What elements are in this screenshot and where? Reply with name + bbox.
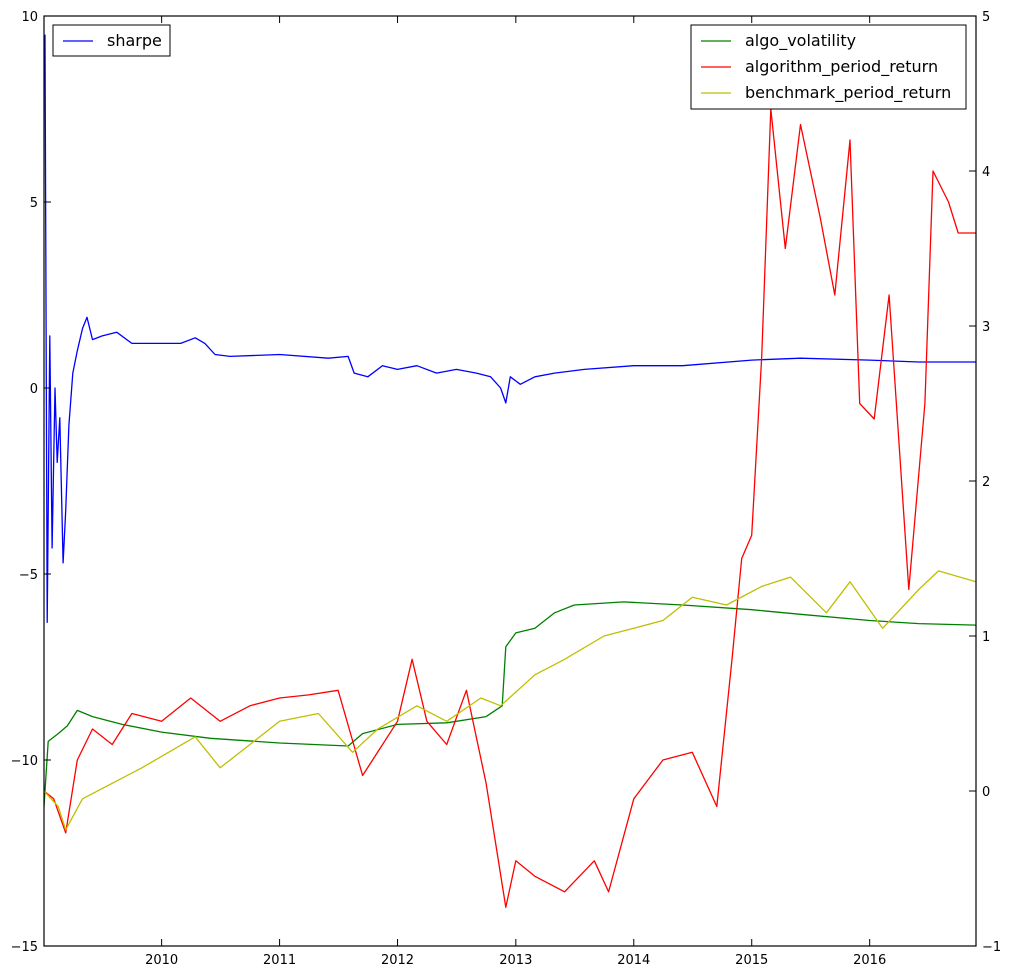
series-line-sharpe xyxy=(44,34,976,624)
y-right-tick-label: 0 xyxy=(982,785,990,800)
x-tick-label: 2010 xyxy=(145,953,178,968)
series-line-benchmark-period-return xyxy=(44,570,976,831)
y-right-tick-label: 3 xyxy=(982,320,990,335)
x-tick-label: 2013 xyxy=(499,953,532,968)
y-left-tick-label: 10 xyxy=(21,10,38,25)
y-right-tick-label: 2 xyxy=(982,475,990,490)
legend-right-box xyxy=(690,24,967,110)
y-right-tick-label: −1 xyxy=(982,940,1001,955)
x-tick-label: 2016 xyxy=(853,953,886,968)
legend-label-algorithm-period-return: algorithm_period_return xyxy=(745,57,938,77)
y-left-tick-label: −5 xyxy=(19,568,38,583)
series-line-algorithm-period-return xyxy=(44,108,976,908)
legend-left: sharpe xyxy=(52,24,171,57)
x-tick-label: 2014 xyxy=(617,953,650,968)
y-left-tick-label: −10 xyxy=(11,754,38,769)
series-line-algo-volatility xyxy=(44,601,976,807)
x-tick-label: 2011 xyxy=(263,953,296,968)
y-right-tick-label: 4 xyxy=(982,165,990,180)
legend-label-sharpe: sharpe xyxy=(107,31,162,50)
series-layer xyxy=(44,34,976,908)
legend-label-benchmark-period-return: benchmark_period_return xyxy=(745,83,951,103)
y-left-tick-label: −15 xyxy=(11,940,38,955)
y-left-tick-label: 5 xyxy=(30,196,38,211)
y-left-tick-label: 0 xyxy=(30,382,38,397)
x-tick-label: 2015 xyxy=(735,953,768,968)
x-tick-label: 2012 xyxy=(381,953,414,968)
y-right-tick-label: 1 xyxy=(982,630,990,645)
legend-label-algo-volatility: algo_volatility xyxy=(745,31,856,51)
legend-right: algo_volatility algorithm_period_return … xyxy=(690,24,967,110)
y-right-tick-label: 5 xyxy=(982,10,990,25)
